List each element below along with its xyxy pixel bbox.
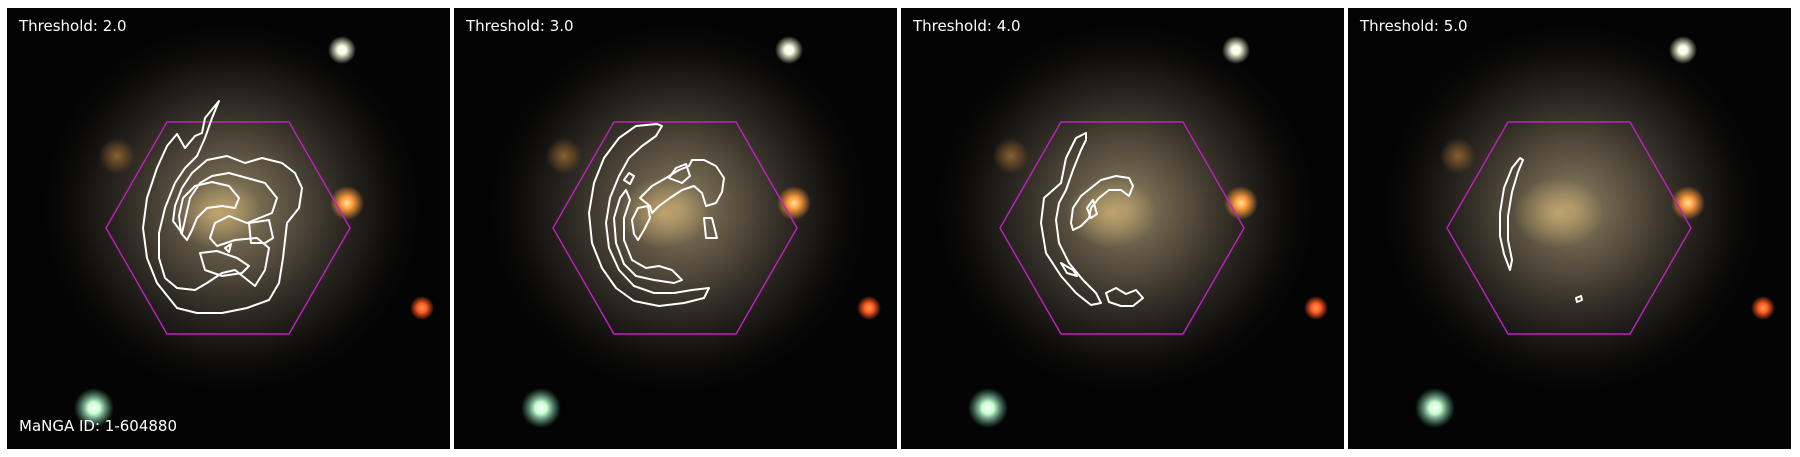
ifu-hexagon-outline [105, 121, 351, 335]
galaxy-image [901, 8, 1344, 449]
panel-threshold-4: Threshold: 4.0 [901, 8, 1344, 449]
threshold-label: Threshold: 5.0 [1360, 17, 1468, 35]
galaxy-image [7, 8, 450, 449]
panel-threshold-2: Threshold: 2.0 MaNGA ID: 1-604880 [7, 8, 450, 449]
galaxy-image [454, 8, 897, 449]
spiral-arm-contour [142, 100, 303, 314]
panel-threshold-3: Threshold: 3.0 [454, 8, 897, 449]
spiral-arm-contour [1499, 157, 1583, 303]
ifu-hexagon-outline [999, 121, 1245, 335]
spiral-arm-contour [588, 123, 725, 307]
manga-id-label: MaNGA ID: 1-604880 [19, 417, 178, 435]
ifu-hexagon-outline [1446, 121, 1692, 335]
threshold-label: Threshold: 4.0 [913, 17, 1021, 35]
threshold-label: Threshold: 3.0 [466, 17, 574, 35]
spiral-arm-contour [1040, 132, 1144, 307]
ifu-hexagon-outline [552, 121, 798, 335]
galaxy-image [1348, 8, 1791, 449]
threshold-label: Threshold: 2.0 [19, 17, 127, 35]
panel-threshold-5: Threshold: 5.0 [1348, 8, 1791, 449]
